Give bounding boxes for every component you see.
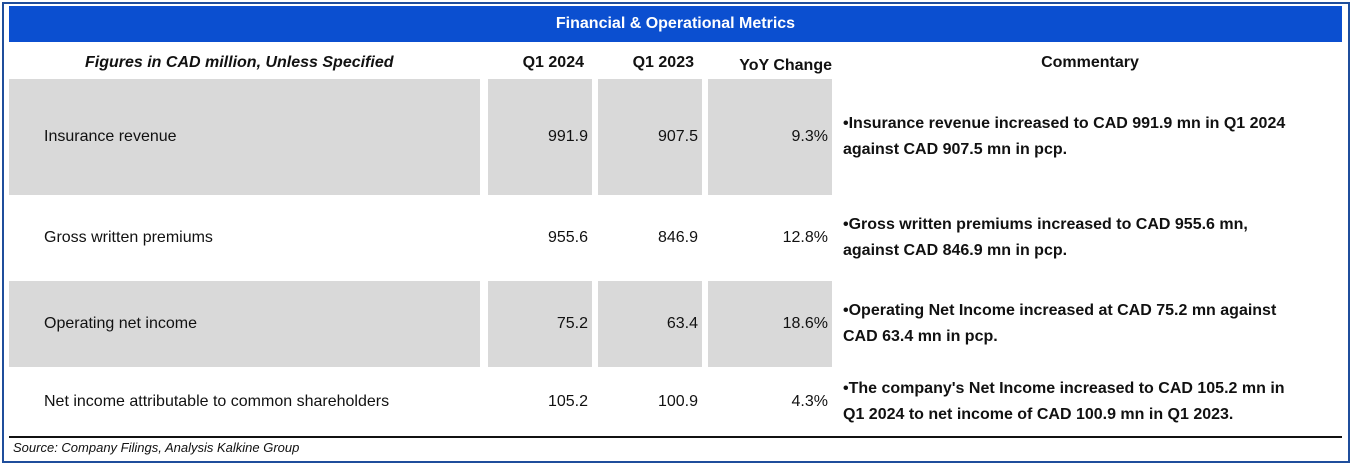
row-1-yoy: 9.3% bbox=[708, 79, 832, 195]
row-3-label: Operating net income bbox=[9, 281, 480, 367]
row-1-commentary-line1: •Insurance revenue increased to CAD 991.… bbox=[843, 115, 1286, 132]
header-commentary: Commentary bbox=[1041, 54, 1139, 71]
row-3-yoy: 18.6% bbox=[708, 281, 832, 367]
row-4-q1-2023: 100.9 bbox=[657, 393, 698, 410]
row-2-q1-2024: 955.6 bbox=[547, 229, 588, 246]
row-2-q1-2023: 846.9 bbox=[657, 229, 698, 246]
header-q1-2024: Q1 2024 bbox=[522, 54, 584, 71]
table-title: Financial & Operational Metrics bbox=[9, 6, 1342, 42]
source-note: Source: Company Filings, Analysis Kalkin… bbox=[13, 440, 300, 455]
row-1-commentary-line2: against CAD 907.5 mn in pcp. bbox=[843, 141, 1068, 158]
row-3-commentary-line1: •Operating Net Income increased at CAD 7… bbox=[843, 302, 1277, 319]
row-4-commentary: •The company's Net Income increased to C… bbox=[843, 376, 1338, 428]
footer-divider bbox=[9, 436, 1342, 438]
row-3-commentary-line2: CAD 63.4 mn in pcp. bbox=[843, 328, 998, 345]
row-4-yoy: 4.3% bbox=[791, 393, 828, 410]
row-2-commentary-line2: against CAD 846.9 mn in pcp. bbox=[843, 242, 1068, 259]
row-4-q1-2024: 105.2 bbox=[547, 393, 588, 410]
row-1-q1-2023: 907.5 bbox=[598, 79, 702, 195]
row-3-commentary: •Operating Net Income increased at CAD 7… bbox=[843, 298, 1338, 350]
row-1-commentary: •Insurance revenue increased to CAD 991.… bbox=[843, 111, 1338, 163]
row-2-commentary-line1: •Gross written premiums increased to CAD… bbox=[843, 216, 1248, 233]
row-4-commentary-line2: Q1 2024 to net income of CAD 100.9 mn in… bbox=[843, 406, 1234, 423]
header-yoy-change: YoY Change bbox=[739, 57, 832, 74]
row-4-label: Net income attributable to common shareh… bbox=[44, 393, 390, 410]
header-q1-2023: Q1 2023 bbox=[632, 54, 694, 71]
header-figures: Figures in CAD million, Unless Specified bbox=[85, 54, 394, 71]
row-2-label: Gross written premiums bbox=[44, 229, 213, 246]
row-1-q1-2024: 991.9 bbox=[488, 79, 592, 195]
row-3-q1-2024: 75.2 bbox=[488, 281, 592, 367]
row-1-label: Insurance revenue bbox=[9, 79, 480, 195]
row-4-commentary-line1: •The company's Net Income increased to C… bbox=[843, 380, 1285, 397]
row-2-yoy: 12.8% bbox=[782, 229, 828, 246]
row-3-q1-2023: 63.4 bbox=[598, 281, 702, 367]
row-2-commentary: •Gross written premiums increased to CAD… bbox=[843, 212, 1338, 264]
